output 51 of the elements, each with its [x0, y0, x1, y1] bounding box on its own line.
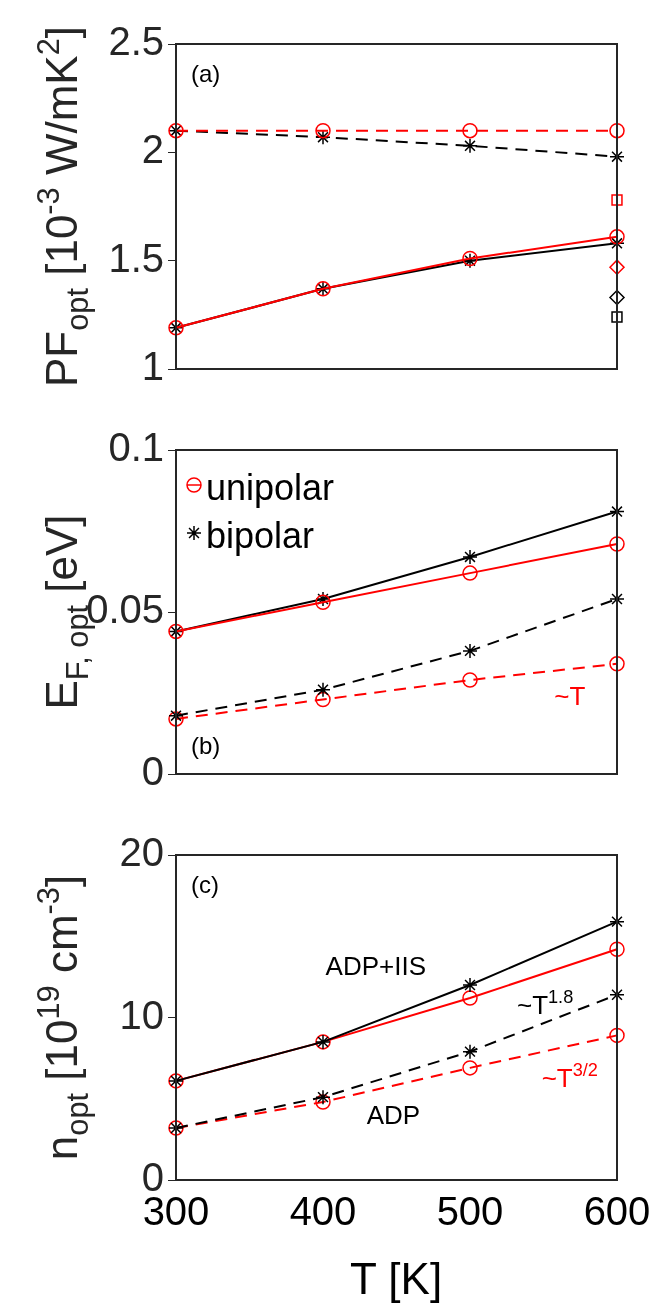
annotation: (c): [191, 871, 219, 899]
point: [609, 289, 625, 306]
y-tick-label: 0.1: [108, 425, 164, 470]
annotation: (b): [191, 732, 221, 760]
legend-label: bipolar: [206, 514, 315, 556]
point: [462, 990, 478, 1006]
x-axis-title: T [K]: [350, 1254, 443, 1304]
point: [462, 549, 478, 565]
y-tick-label: 1: [141, 344, 164, 389]
point: [462, 122, 478, 139]
y-tick-label: 10: [119, 992, 164, 1037]
annotation: ADP: [366, 1100, 421, 1131]
y-tick-label: 2: [141, 127, 164, 172]
point: [462, 1043, 478, 1060]
y-axis-title: PFopt [10-3 W/mK2]: [30, 25, 96, 388]
point: [315, 1094, 331, 1110]
point: [315, 691, 331, 708]
point: [609, 941, 625, 957]
legend-label: unipolar: [206, 466, 335, 508]
point: [609, 1027, 625, 1044]
annotation: ADP+IIS: [325, 950, 426, 981]
x-tick-label: 600: [583, 1189, 651, 1234]
y-axis-title: nopt [1019 cm-3]: [30, 874, 96, 1161]
point: [611, 311, 623, 323]
x-tick-label: 500: [436, 1189, 504, 1234]
point: [315, 129, 331, 145]
point: [168, 711, 184, 727]
y-tick-label: 1.5: [108, 235, 164, 280]
point: [609, 987, 625, 1003]
point: [462, 565, 478, 581]
point: [315, 591, 331, 607]
annotation: ~T: [554, 681, 586, 712]
annotation: (a): [191, 60, 221, 88]
point: [611, 194, 623, 206]
point: [462, 1060, 478, 1076]
point: [462, 138, 478, 154]
point: [315, 682, 331, 698]
point: [315, 594, 331, 611]
y-tick-label: 0: [141, 749, 164, 794]
point: [609, 656, 625, 672]
point: [609, 122, 625, 139]
point: [609, 536, 625, 552]
point: [609, 259, 625, 275]
point: [462, 672, 478, 688]
point: [315, 122, 331, 139]
point: [609, 591, 625, 607]
point: [462, 643, 478, 659]
x-tick-label: 400: [289, 1189, 357, 1234]
point: [315, 1089, 331, 1105]
y-tick-label: 2.5: [108, 19, 164, 64]
y-tick-label: 20: [119, 830, 164, 875]
